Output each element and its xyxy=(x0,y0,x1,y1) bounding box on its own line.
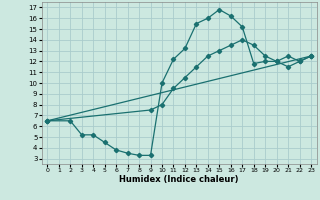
X-axis label: Humidex (Indice chaleur): Humidex (Indice chaleur) xyxy=(119,175,239,184)
